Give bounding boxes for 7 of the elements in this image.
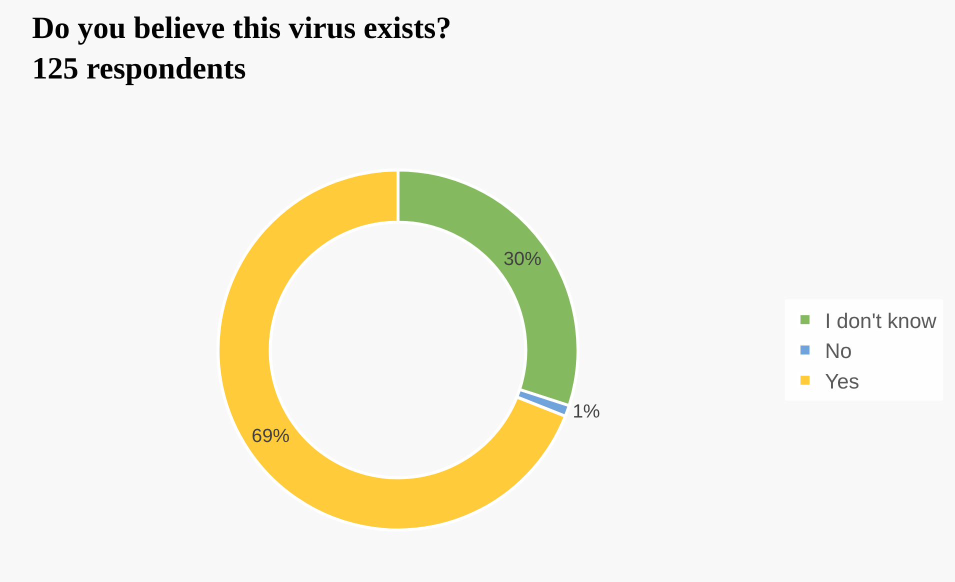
data-label: 69%	[252, 426, 290, 448]
chart-title: Do you believe this virus exists? 125 respondents	[32, 10, 452, 86]
legend-label: I don't know	[825, 310, 938, 333]
data-label: 1%	[572, 402, 600, 423]
data-label: 30%	[503, 249, 542, 270]
legend-label: Yes	[825, 370, 860, 394]
legend-label: No	[825, 340, 852, 364]
